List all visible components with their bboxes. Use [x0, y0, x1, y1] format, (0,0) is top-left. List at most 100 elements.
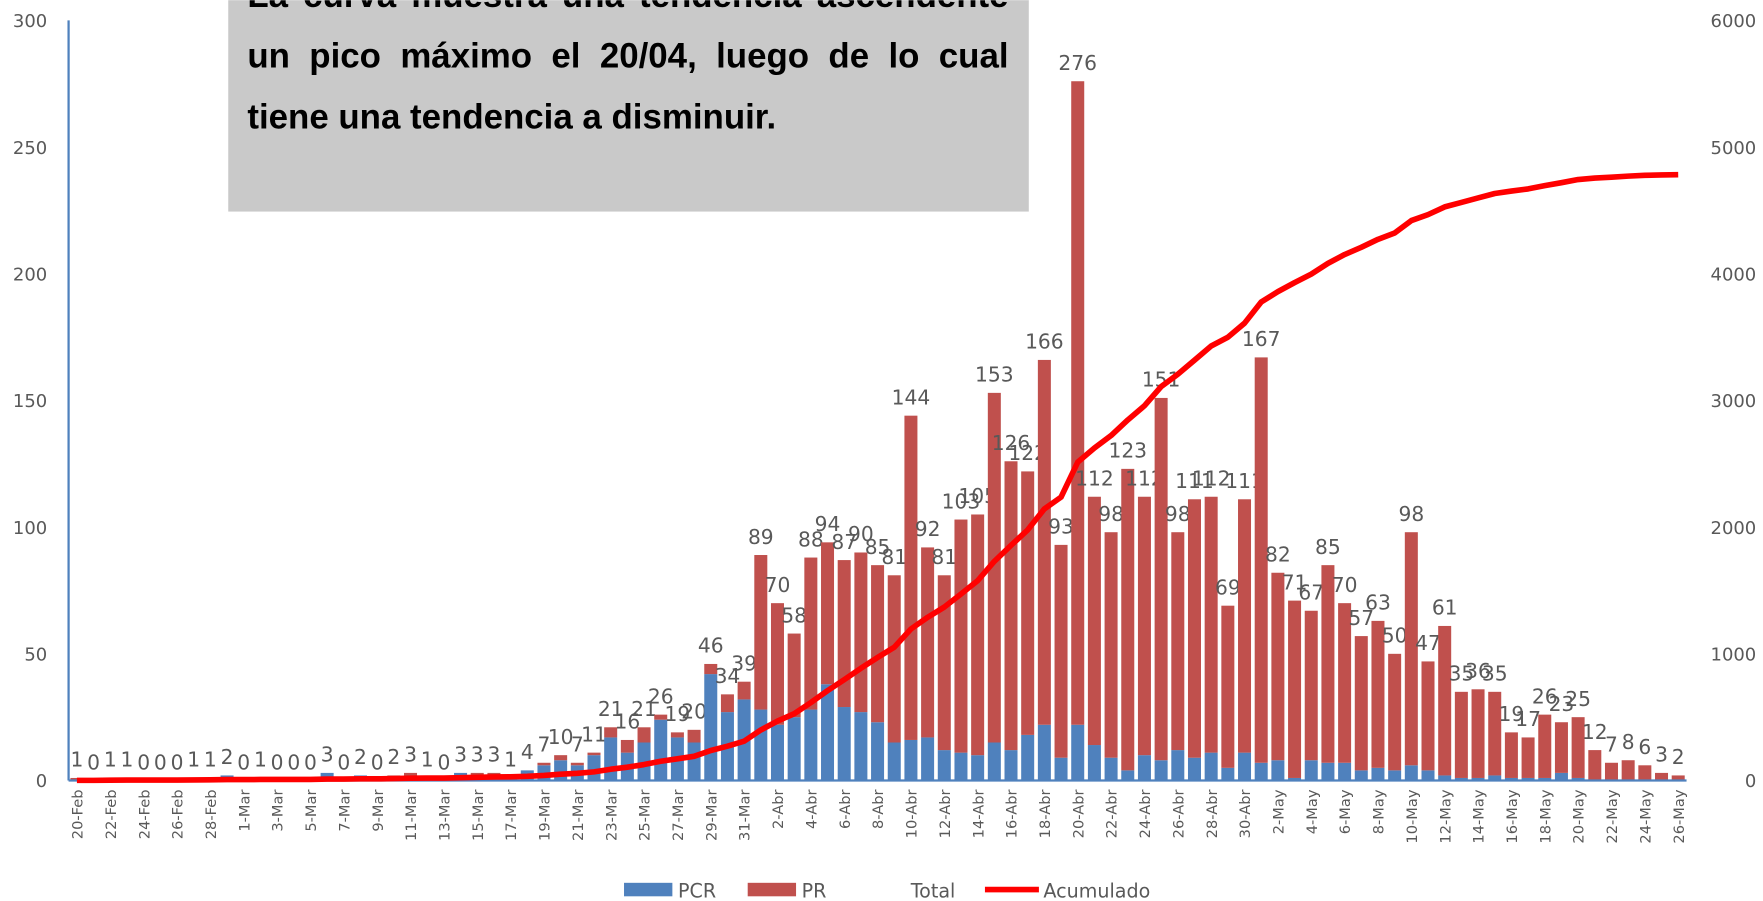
bar-pr: [854, 552, 868, 713]
x-tick-label: 30-Abr: [1237, 789, 1254, 838]
annotation-box: [228, 0, 1029, 212]
bar-pcr: [1321, 762, 1335, 781]
bar-pcr: [1121, 770, 1135, 781]
total-label: 90: [848, 522, 874, 546]
bar-pr: [470, 772, 484, 776]
x-tick-label: 17-Mar: [503, 789, 520, 840]
bar-pr: [687, 729, 701, 743]
total-label: 88: [798, 527, 824, 551]
bar-pr: [70, 777, 84, 781]
total-label: 7: [571, 733, 584, 757]
x-tick-label: 2-Abr: [770, 789, 787, 829]
bar-pr: [1554, 722, 1568, 773]
bar-pcr: [954, 752, 968, 781]
legend-label: PCR: [678, 879, 716, 901]
x-tick-label: 26-Feb: [170, 789, 187, 839]
bar-pr: [804, 557, 818, 710]
total-label: 0: [271, 750, 284, 774]
x-tick-label: 4-Abr: [803, 789, 820, 829]
total-label: 0: [371, 750, 384, 774]
total-label: 1: [204, 748, 217, 772]
total-label: 94: [815, 512, 841, 536]
x-tick-label: 12-Abr: [937, 789, 954, 838]
bar-pcr: [704, 674, 718, 781]
total-label: 1: [187, 748, 200, 772]
bar-pcr: [1021, 734, 1035, 781]
total-label: 71: [1282, 570, 1308, 594]
total-label: 93: [1048, 515, 1074, 539]
y2-tick-label: 5000: [1711, 138, 1757, 159]
x-tick-label: 20-Abr: [1070, 789, 1087, 838]
total-label: 2: [387, 745, 400, 769]
legend-swatch: [624, 882, 673, 897]
x-tick-label: 23-Mar: [603, 789, 620, 840]
total-label: 4: [521, 740, 534, 764]
total-label: 6: [1638, 735, 1651, 759]
total-label: 3: [404, 743, 417, 767]
bar-pr: [1655, 772, 1669, 781]
total-label: 98: [1098, 502, 1124, 526]
x-tick-label: 2-May: [1271, 789, 1288, 834]
bar-pr: [1087, 496, 1101, 746]
bar-pcr: [1004, 750, 1018, 781]
y-tick-label: 0: [36, 771, 47, 792]
bar-pr: [554, 755, 568, 761]
total-label: 85: [865, 535, 891, 559]
bar-pr: [1671, 775, 1685, 781]
total-label: 20: [681, 700, 707, 724]
x-tick-label: 27-Mar: [670, 789, 687, 840]
x-tick-label: 24-May: [1637, 789, 1654, 843]
bar-pr: [737, 681, 751, 700]
total-label: 81: [931, 545, 957, 569]
total-label: 34: [715, 664, 741, 688]
total-label: 103: [942, 489, 981, 513]
bar-pr: [887, 575, 901, 743]
bar-pcr: [637, 742, 651, 781]
bar-pr: [1438, 625, 1452, 776]
total-label: 26: [648, 684, 674, 708]
x-tick-label: 5-Mar: [303, 789, 320, 831]
total-label: 1: [254, 748, 267, 772]
total-label: 0: [137, 750, 150, 774]
y-tick-label: 300: [13, 11, 47, 32]
x-tick-label: 18-May: [1537, 789, 1554, 843]
total-label: 1: [504, 748, 517, 772]
bar-pcr: [1488, 775, 1502, 781]
bar-pcr: [804, 709, 818, 781]
x-tick-label: 4-May: [1304, 789, 1321, 834]
y2-tick-label: 0: [1745, 771, 1756, 792]
bar-pcr: [821, 684, 835, 781]
total-label: 36: [1465, 659, 1491, 683]
bar-pr: [1638, 765, 1652, 781]
bar-pcr: [1238, 752, 1252, 781]
y-tick-label: 250: [13, 138, 47, 159]
total-label: 123: [1108, 439, 1147, 463]
total-label: 2: [1672, 745, 1685, 769]
bar-pcr: [1171, 750, 1185, 781]
bar-pr: [704, 663, 718, 675]
x-tick-label: 16-May: [1504, 789, 1521, 843]
bar-pr: [570, 762, 584, 766]
legend-label: Acumulado: [1043, 879, 1150, 901]
bar-pr: [1037, 359, 1051, 725]
annotation: La curva muestra una tendencia ascendent…: [247, 0, 1009, 137]
total-label: 2: [221, 745, 234, 769]
x-tick-label: 26-Abr: [1170, 789, 1187, 838]
bar-pr: [537, 762, 551, 766]
bar-pcr: [921, 737, 935, 781]
bar-pr: [1454, 691, 1468, 778]
bar-pr: [1604, 762, 1618, 781]
x-tick-label: 25-Mar: [637, 789, 654, 840]
total-label: 89: [748, 525, 774, 549]
bar-pr: [837, 560, 851, 708]
total-label: 82: [1265, 543, 1291, 567]
total-label: 58: [781, 603, 807, 627]
bar-pr: [1137, 496, 1151, 756]
bar-pcr: [787, 717, 801, 781]
x-tick-label: 10-Abr: [904, 789, 921, 838]
total-label: 3: [471, 743, 484, 767]
total-label: 1: [421, 748, 434, 772]
legend-label: Total: [910, 879, 956, 901]
bar-pcr: [1187, 757, 1201, 781]
